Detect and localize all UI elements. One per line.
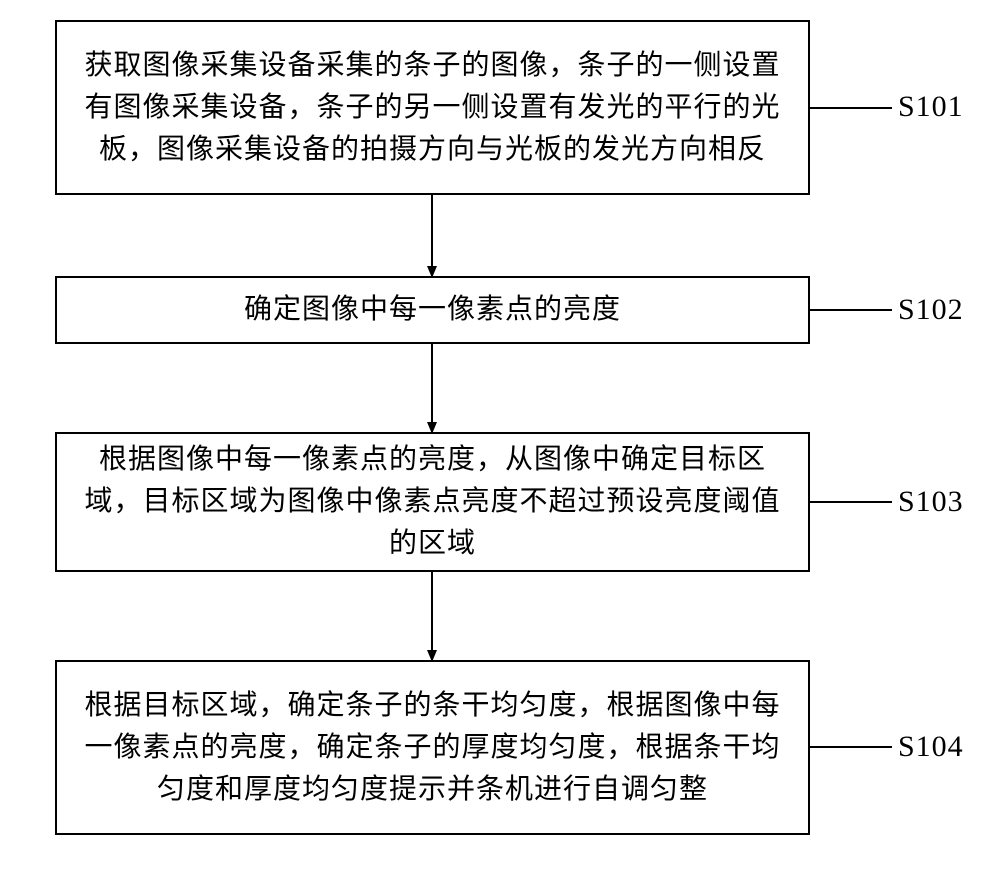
step-text-s103: 根据图像中每一像素点的亮度，从图像中确定目标区域，目标区域为图像中像素点亮度不超…	[77, 439, 788, 565]
step-label-s104: S104	[898, 730, 964, 764]
step-box-s102: 确定图像中每一像素点的亮度	[55, 276, 810, 344]
step-label-s103: S103	[898, 485, 964, 519]
step-box-s104: 根据目标区域，确定条子的条干均匀度，根据图像中每一像素点的亮度，确定条子的厚度均…	[55, 660, 810, 835]
step-box-s103: 根据图像中每一像素点的亮度，从图像中确定目标区域，目标区域为图像中像素点亮度不超…	[55, 432, 810, 572]
leader-group	[810, 108, 892, 747]
step-text-s102: 确定图像中每一像素点的亮度	[244, 289, 621, 331]
flowchart-canvas: 获取图像采集设备采集的条子的图像，条子的一侧设置有图像采集设备，条子的另一侧设置…	[0, 0, 1000, 895]
step-label-s102: S102	[898, 293, 964, 327]
step-text-s101: 获取图像采集设备采集的条子的图像，条子的一侧设置有图像采集设备，条子的另一侧设置…	[77, 45, 788, 171]
step-text-s104: 根据目标区域，确定条子的条干均匀度，根据图像中每一像素点的亮度，确定条子的厚度均…	[77, 685, 788, 811]
step-box-s101: 获取图像采集设备采集的条子的图像，条子的一侧设置有图像采集设备，条子的另一侧设置…	[55, 20, 810, 195]
step-label-s101: S101	[898, 90, 964, 124]
